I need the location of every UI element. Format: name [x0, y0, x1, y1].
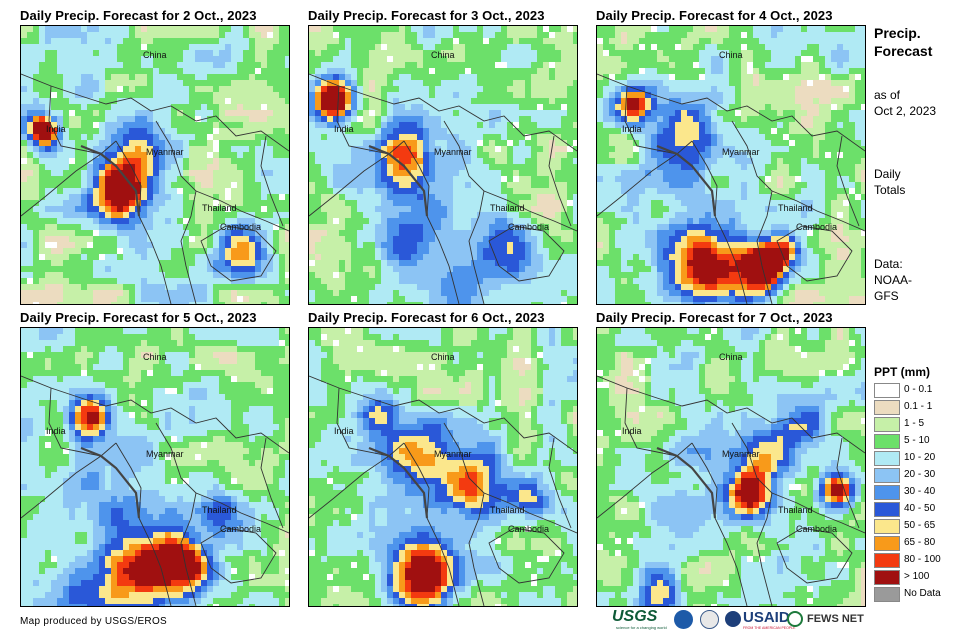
legend-label: 80 - 100 — [904, 554, 941, 565]
map-credit: Map produced by USGS/EROS — [20, 616, 168, 627]
country-label-cambodia: Cambodia — [508, 524, 550, 534]
fewsnet-globe-icon — [787, 611, 803, 627]
daily-totals-note: Daily Totals — [874, 167, 906, 197]
precip-map: China India Myanmar Thailand Cambodia — [596, 327, 866, 607]
country-label-thailand: Thailand — [490, 203, 525, 213]
doi-seal-icon — [700, 610, 719, 629]
noaa-logo-icon — [674, 610, 693, 629]
legend-label: 0 - 0.1 — [904, 384, 933, 395]
precip-map: China India Myanmar Thailand Cambodia — [308, 327, 578, 607]
legend-swatch — [874, 502, 900, 517]
country-label-thailand: Thailand — [778, 203, 813, 213]
country-label-myanmar: Myanmar — [434, 449, 472, 459]
legend-label: 65 - 80 — [904, 537, 936, 548]
country-label-myanmar: Myanmar — [146, 449, 184, 459]
legend-swatch — [874, 536, 900, 551]
country-label-cambodia: Cambodia — [508, 222, 550, 232]
country-label-india: India — [622, 426, 642, 436]
usaid-tagline: FROM THE AMERICAN PEOPLE — [743, 626, 796, 630]
legend-label: 0.1 - 1 — [904, 401, 933, 412]
country-label-china: China — [719, 50, 743, 60]
legend-label: 50 - 65 — [904, 520, 936, 531]
precip-map: China India Myanmar Thailand Cambodia — [308, 25, 578, 305]
data-source-note: Data: NOAA- GFS — [874, 257, 913, 303]
country-label-myanmar: Myanmar — [434, 147, 472, 157]
country-label-china: China — [431, 352, 455, 362]
legend-swatch — [874, 485, 900, 500]
precip-field — [597, 328, 865, 606]
legend-swatch — [874, 570, 900, 585]
country-label-cambodia: Cambodia — [796, 524, 838, 534]
legend-label: 1 - 5 — [904, 418, 925, 429]
country-label-myanmar: Myanmar — [146, 147, 184, 157]
usaid-seal-icon — [725, 611, 741, 627]
legend-swatch — [874, 451, 900, 466]
precip-field — [21, 26, 289, 304]
legend-swatch — [874, 383, 900, 398]
country-label-myanmar: Myanmar — [722, 147, 760, 157]
precip-field — [309, 26, 577, 304]
legend-label: > 100 — [904, 571, 930, 582]
country-label-china: China — [143, 352, 167, 362]
panel-title: Daily Precip. Forecast for 5 Oct., 2023 — [20, 310, 257, 325]
legend-swatch — [874, 434, 900, 449]
precip-map: China India Myanmar Thailand Cambodia — [596, 25, 866, 305]
legend-swatch — [874, 587, 900, 602]
legend-title: PPT (mm) — [874, 365, 931, 379]
country-label-cambodia: Cambodia — [220, 222, 262, 232]
usaid-logo: USAID — [743, 609, 790, 626]
precip-map: China India Myanmar Thailand Cambodia — [20, 327, 290, 607]
usgs-logo: USGS — [612, 608, 658, 625]
precip-map: China India Myanmar Thailand Cambodia — [20, 25, 290, 305]
country-label-china: China — [431, 50, 455, 60]
legend-label: 40 - 50 — [904, 503, 936, 514]
agency-logos: USGS science for a changing world USAID … — [612, 608, 864, 632]
legend-swatch — [874, 553, 900, 568]
country-label-india: India — [46, 426, 66, 436]
side-title: Precip. Forecast — [874, 25, 933, 59]
country-label-thailand: Thailand — [202, 203, 237, 213]
country-label-india: India — [334, 124, 354, 134]
country-label-myanmar: Myanmar — [722, 449, 760, 459]
as-of-date: as of Oct 2, 2023 — [874, 88, 937, 118]
country-label-china: China — [719, 352, 743, 362]
country-label-cambodia: Cambodia — [796, 222, 838, 232]
country-label-india: India — [334, 426, 354, 436]
precip-field — [597, 26, 865, 304]
fewsnet-logo: FEWS NET — [807, 613, 864, 625]
country-label-thailand: Thailand — [202, 505, 237, 515]
legend-swatch — [874, 417, 900, 432]
country-label-thailand: Thailand — [778, 505, 813, 515]
precip-field — [309, 328, 577, 606]
legend-swatch — [874, 400, 900, 415]
legend-swatch — [874, 468, 900, 483]
precip-field — [21, 328, 289, 606]
panel-title: Daily Precip. Forecast for 2 Oct., 2023 — [20, 8, 257, 23]
panel-title: Daily Precip. Forecast for 4 Oct., 2023 — [596, 8, 833, 23]
panel-title: Daily Precip. Forecast for 7 Oct., 2023 — [596, 310, 833, 325]
legend-label: 20 - 30 — [904, 469, 936, 480]
legend-label: No Data — [904, 588, 941, 599]
panel-title: Daily Precip. Forecast for 6 Oct., 2023 — [308, 310, 545, 325]
country-label-thailand: Thailand — [490, 505, 525, 515]
country-label-china: China — [143, 50, 167, 60]
country-label-india: India — [622, 124, 642, 134]
country-label-cambodia: Cambodia — [220, 524, 262, 534]
legend-swatch — [874, 519, 900, 534]
legend-label: 5 - 10 — [904, 435, 930, 446]
panel-title: Daily Precip. Forecast for 3 Oct., 2023 — [308, 8, 545, 23]
legend-label: 10 - 20 — [904, 452, 936, 463]
usgs-tagline: science for a changing world — [616, 625, 667, 630]
legend-label: 30 - 40 — [904, 486, 936, 497]
country-label-india: India — [46, 124, 66, 134]
